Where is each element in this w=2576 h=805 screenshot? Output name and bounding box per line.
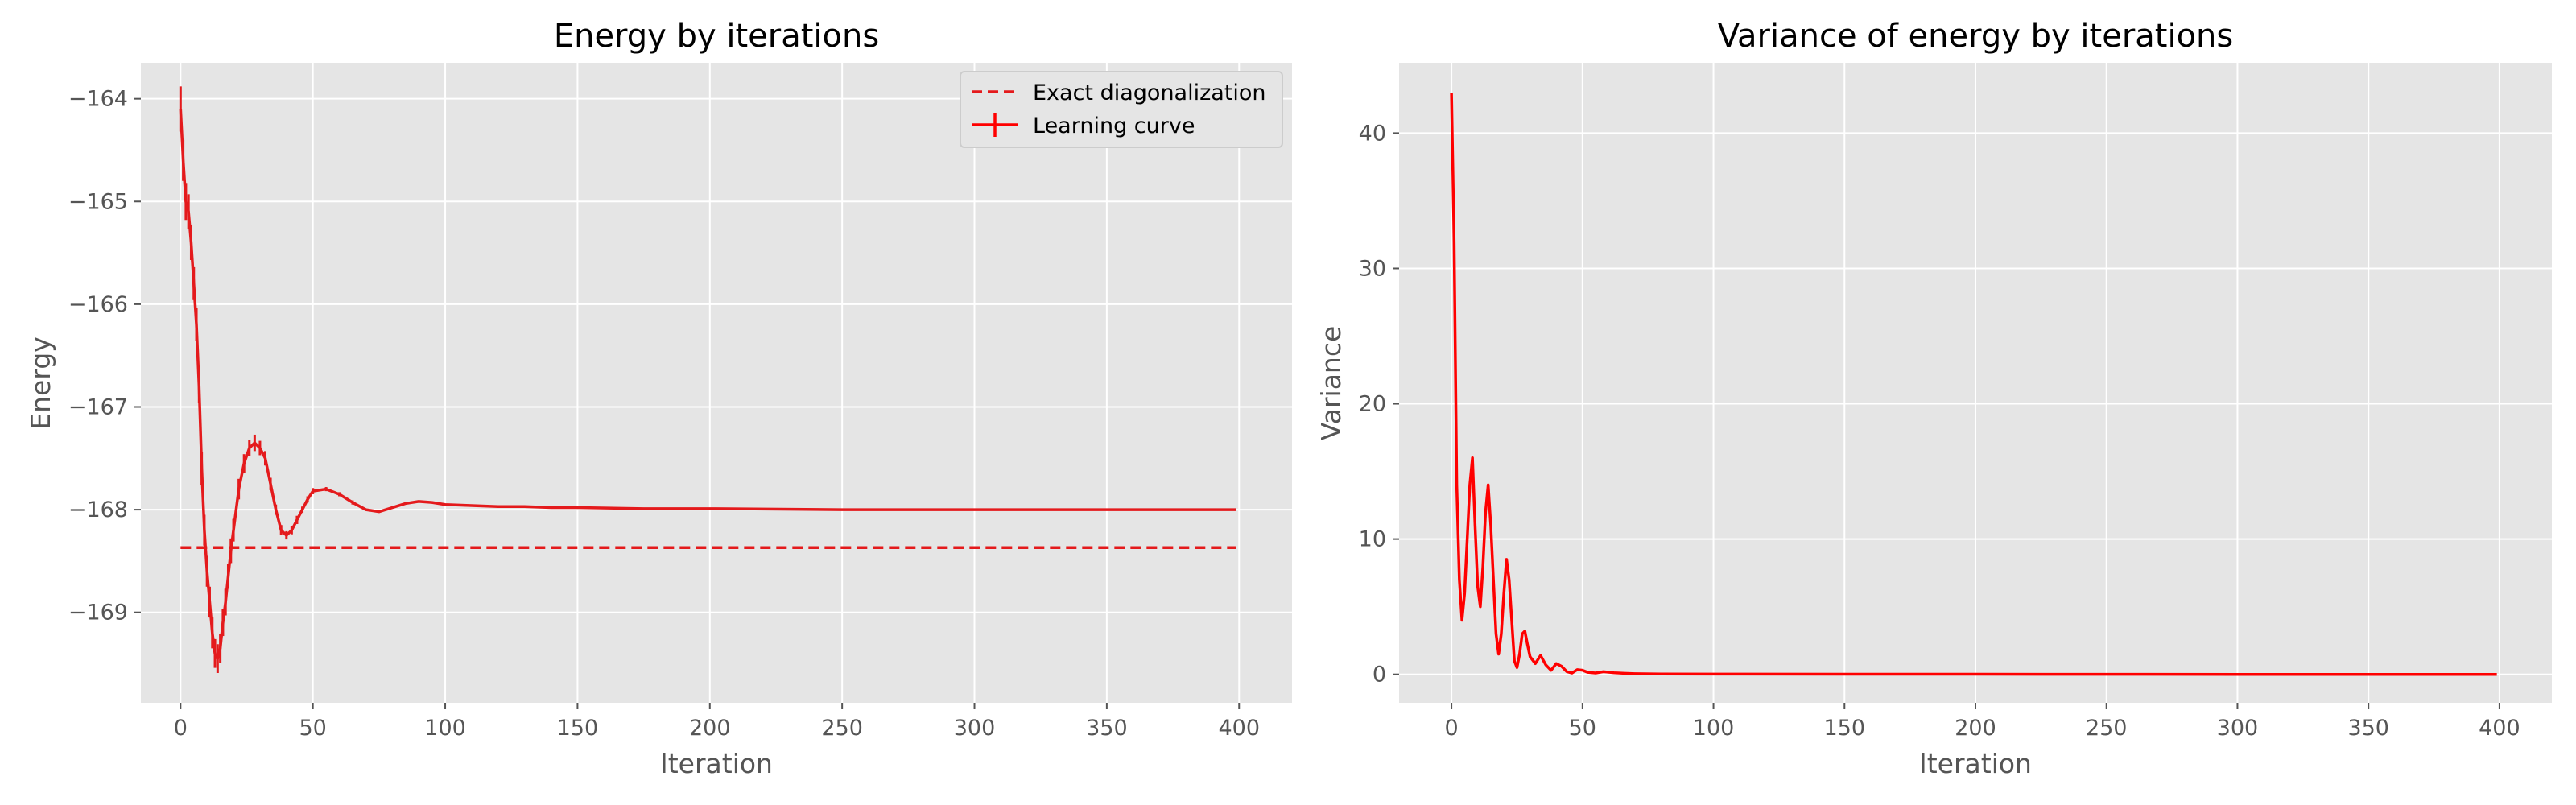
y-tick-label: −168 — [68, 497, 128, 522]
y-tick-label: 30 — [1359, 256, 1386, 281]
variance-y-axis-label: Variance — [1315, 326, 1347, 441]
variance-gridlines — [1399, 63, 2552, 703]
x-tick-label: 0 — [1444, 716, 1458, 741]
x-tick-label: 150 — [1823, 716, 1865, 741]
variance-chart-panel: 0 50 100 150 200 250 300 350 400 0 10 20 30 40 Varia… — [1315, 18, 2552, 779]
x-tick-label: 50 — [1569, 716, 1596, 741]
y-tick-label: 0 — [1373, 663, 1386, 687]
variance-x-tick-labels: 0 50 100 150 200 250 300 350 400 — [1444, 703, 2520, 741]
energy-line — [179, 109, 1236, 660]
x-tick-label: 350 — [2347, 716, 2389, 741]
energy-plot-area — [141, 63, 1292, 703]
variance-x-axis-label: Iteration — [1919, 748, 2032, 779]
x-tick-label: 100 — [1693, 716, 1735, 741]
energy-chart-panel: 0 50 100 150 200 250 300 350 400 −169−168−167−16… — [25, 18, 1292, 779]
y-tick-label: −167 — [68, 394, 128, 419]
legend-label-exact-diagonalization: Exact diagonalization — [1033, 80, 1266, 105]
y-tick-label: −169 — [68, 601, 128, 625]
energy-x-axis-label: Iteration — [660, 748, 773, 779]
x-tick-label: 100 — [424, 716, 466, 741]
variance-line — [1450, 92, 2497, 676]
y-tick-label: −165 — [68, 189, 128, 214]
learning-curve-series — [179, 109, 1236, 660]
energy-legend: Exact diagonalization Learning curve — [960, 71, 1283, 148]
x-tick-label: 50 — [299, 716, 326, 741]
legend-label-learning-curve: Learning curve — [1033, 114, 1195, 138]
y-tick-label: −166 — [68, 292, 128, 317]
x-tick-label: 250 — [2086, 716, 2128, 741]
energy-chart-title: Energy by iterations — [554, 18, 879, 55]
x-tick-label: 200 — [1955, 716, 1996, 741]
variance-chart-title: Variance of energy by iterations — [1718, 18, 2233, 55]
x-tick-label: 400 — [1218, 716, 1260, 741]
x-tick-label: 0 — [174, 716, 188, 741]
x-tick-label: 150 — [557, 716, 599, 741]
x-tick-label: 250 — [821, 716, 863, 741]
y-tick-label: −164 — [68, 87, 128, 112]
energy-y-tick-labels: −169 −168 −167 −166 −165 −164 — [68, 87, 141, 625]
y-tick-label: 40 — [1359, 121, 1386, 146]
energy-y-axis-label: Energy — [25, 336, 56, 430]
x-tick-label: 200 — [689, 716, 731, 741]
x-tick-label: 350 — [1086, 716, 1128, 741]
y-tick-label: 20 — [1359, 392, 1386, 417]
x-tick-label: 300 — [2217, 716, 2259, 741]
legend-box — [960, 71, 1283, 148]
energy-x-tick-labels: 0 50 100 150 200 250 300 350 400 — [174, 703, 1260, 741]
variance-series — [1450, 92, 2497, 676]
x-tick-label: 400 — [2479, 716, 2520, 741]
y-tick-label: 10 — [1359, 527, 1386, 552]
variance-y-tick-labels: 0 10 20 30 40 — [1359, 121, 1399, 687]
x-tick-label: 300 — [954, 716, 996, 741]
